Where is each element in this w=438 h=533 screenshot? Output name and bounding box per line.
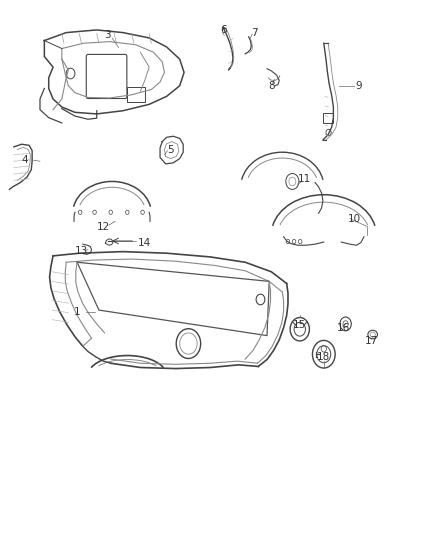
Text: 14: 14 bbox=[138, 238, 152, 247]
Text: 15: 15 bbox=[293, 320, 307, 330]
Text: 12: 12 bbox=[97, 222, 110, 232]
Text: 3: 3 bbox=[104, 30, 111, 41]
Text: 6: 6 bbox=[220, 25, 227, 35]
Text: 1: 1 bbox=[74, 306, 81, 317]
Text: 13: 13 bbox=[75, 246, 88, 255]
Text: 4: 4 bbox=[21, 155, 28, 165]
Text: 10: 10 bbox=[348, 214, 361, 224]
Text: 8: 8 bbox=[268, 81, 275, 91]
Text: 9: 9 bbox=[355, 81, 362, 91]
Text: 11: 11 bbox=[297, 174, 311, 184]
Text: 7: 7 bbox=[251, 28, 257, 38]
Text: 18: 18 bbox=[317, 352, 330, 362]
Text: 16: 16 bbox=[337, 322, 350, 333]
Text: 5: 5 bbox=[168, 144, 174, 155]
Text: 17: 17 bbox=[365, 336, 378, 346]
